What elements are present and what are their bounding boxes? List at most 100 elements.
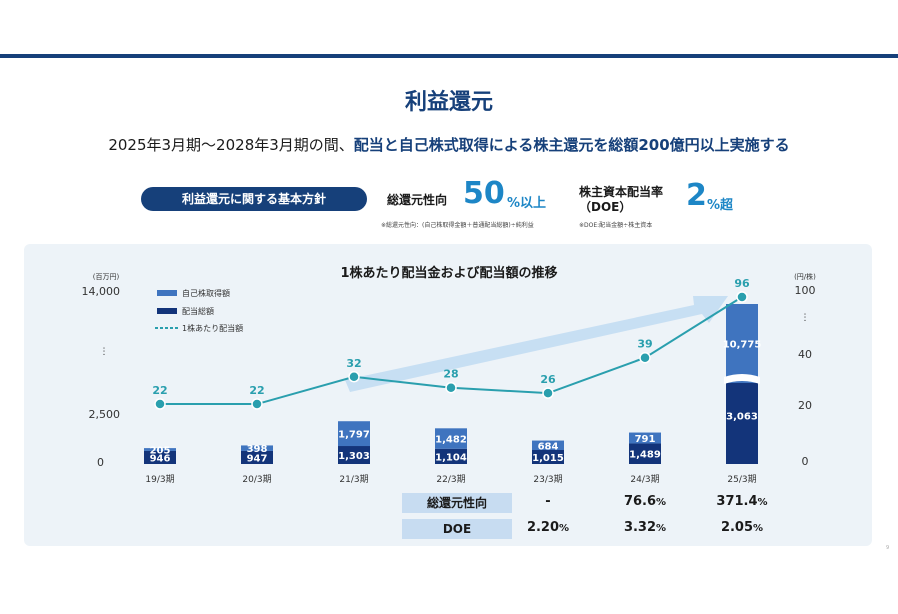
legend-swatch-buyback — [157, 290, 177, 296]
category-label-2: 21/3期 — [339, 474, 368, 485]
table-cell-unit: % — [559, 523, 570, 534]
dps-point-3 — [445, 381, 457, 394]
table-cell-unit: % — [753, 523, 764, 534]
bar-dividend-3 — [435, 448, 467, 464]
subtitle-part1: 2025年3月期～2028年3月期の間、 — [108, 136, 354, 154]
dps-label-4: 26 — [540, 373, 556, 386]
bar-buyback-6 — [726, 304, 758, 383]
table-cell-0-2: 371.4% — [702, 494, 782, 509]
metric-total-return-note: ※総還元性向：(自己株取得金額＋普通配当総額)÷純利益 — [381, 222, 534, 229]
table-cell-value: 76.6 — [623, 494, 657, 509]
bar-buyback-label-5: 791 — [635, 434, 656, 445]
table-cell-value: 2.20 — [526, 520, 560, 535]
right-tick-2: 20 — [798, 399, 812, 412]
left-axis-break: ⋮ — [100, 347, 109, 357]
subtitle-highlight: 配当と自己株式取得による株主還元を総額200億円以上実施する — [353, 136, 790, 154]
bar-dividend-2 — [338, 446, 370, 464]
left-axis-unit: (百万円) — [93, 273, 120, 281]
table-cell-0-1: 76.6% — [605, 494, 685, 509]
page-subtitle: 2025年3月期～2028年3月期の間、配当と自己株式取得による株主還元を総額2… — [0, 134, 898, 155]
table-cell-value: - — [545, 494, 551, 509]
dps-label-6: 96 — [734, 277, 750, 290]
dps-point-5 — [639, 351, 651, 364]
bar-buyback-1 — [241, 445, 273, 451]
right-tick-0: 100 — [795, 284, 816, 297]
table-cell-0-0: - — [508, 494, 588, 509]
table-cell-1-2: 2.05% — [702, 520, 782, 535]
bar-buyback-label-1: 398 — [247, 444, 268, 455]
bar-buyback-label-3: 1,482 — [435, 435, 467, 446]
category-label-5: 24/3期 — [630, 474, 659, 485]
right-tick-1: 40 — [798, 348, 812, 361]
bar-buyback-3 — [435, 428, 467, 449]
page-number: 9 — [886, 545, 890, 551]
right-axis-unit: (円/株) — [794, 272, 816, 281]
bar-dividend-label-2: 1,303 — [338, 451, 370, 462]
bar-dividend-label-0: 946 — [150, 453, 171, 464]
page-title: 利益還元 — [404, 90, 493, 115]
bar-buyback-0 — [144, 448, 176, 451]
table-cell-value: 371.4 — [716, 494, 758, 509]
category-label-6: 25/3期 — [727, 474, 756, 485]
metric-doe-label-sub: （DOE） — [579, 200, 632, 214]
metric-doe-unit: %超 — [707, 198, 734, 213]
bar-dividend-0 — [144, 450, 176, 464]
bar-dividend-4 — [532, 449, 564, 464]
category-label-0: 19/3期 — [145, 474, 174, 485]
bar-buyback-label-6: 10,775 — [723, 340, 762, 351]
dps-label-2: 32 — [346, 357, 361, 370]
dps-label-1: 22 — [249, 384, 264, 397]
table-cell-unit: % — [656, 497, 667, 508]
bar-dividend-5 — [629, 443, 661, 464]
category-label-3: 22/3期 — [436, 474, 465, 485]
table-cell-unit: % — [757, 497, 768, 508]
legend-label-dividend: 配当総額 — [182, 306, 214, 316]
bar-dividend-1 — [241, 450, 273, 464]
table-cell-value: 2.05 — [720, 520, 754, 535]
left-tick-mid: 2,500 — [89, 408, 121, 421]
dps-point-4 — [542, 387, 554, 399]
legend-label-dps: 1株あたり配当額 — [182, 323, 243, 333]
bar-dividend-label-3: 1,104 — [435, 452, 467, 463]
dps-point-2 — [348, 371, 360, 383]
table-cell-1-1: 3.32% — [605, 520, 685, 535]
table-cell-unit: % — [656, 523, 667, 534]
left-tick-top: 14,000 — [82, 285, 121, 298]
left-tick-zero: 0 — [97, 456, 104, 469]
dps-point-0 — [154, 398, 166, 410]
dps-point-6 — [736, 291, 748, 303]
category-label-4: 23/3期 — [533, 474, 562, 485]
chart-title: 1株あたり配当金および配当額の推移 — [340, 266, 558, 281]
top-accent-bar — [0, 54, 898, 58]
bar-buyback-2 — [338, 421, 370, 447]
dps-label-0: 22 — [152, 384, 167, 397]
bar-dividend-label-1: 947 — [247, 453, 268, 464]
bar-dividend-label-6: 3,063 — [726, 412, 758, 423]
policy-pill: 利益還元に関する基本方針 — [141, 187, 367, 211]
dps-point-1 — [251, 398, 263, 410]
metric-doe-value: 2 — [686, 178, 707, 213]
table-cell-1-0: 2.20% — [508, 520, 588, 535]
legend-label-buyback: 自己株取得額 — [182, 288, 230, 298]
table-row-label-doe: DOE — [402, 519, 512, 539]
bar-dividend-6 — [726, 383, 758, 464]
table-row-label-total-return: 総還元性向 — [402, 493, 512, 513]
bar-buyback-label-0: 205 — [150, 446, 171, 457]
category-label-1: 20/3期 — [242, 474, 271, 485]
metric-total-return-label: 総還元性向 — [387, 193, 448, 207]
bar-break-mark — [724, 374, 760, 384]
legend-swatch-dividend — [157, 308, 177, 314]
bar-dividend-label-5: 1,489 — [629, 450, 661, 461]
bar-buyback-label-4: 684 — [538, 441, 559, 452]
bar-buyback-5 — [629, 432, 661, 444]
metric-total-return-value: 50 — [463, 176, 505, 211]
dps-label-3: 28 — [443, 368, 458, 381]
dps-label-5: 39 — [637, 338, 652, 351]
bar-dividend-label-4: 1,015 — [532, 453, 564, 464]
right-tick-3: 0 — [802, 455, 809, 468]
trend-arrow — [345, 296, 728, 392]
metric-doe-note: ※DOE:配当金額÷株主資本 — [579, 222, 653, 229]
metric-total-return-unit: %以上 — [507, 196, 547, 211]
bar-buyback-4 — [532, 440, 564, 450]
